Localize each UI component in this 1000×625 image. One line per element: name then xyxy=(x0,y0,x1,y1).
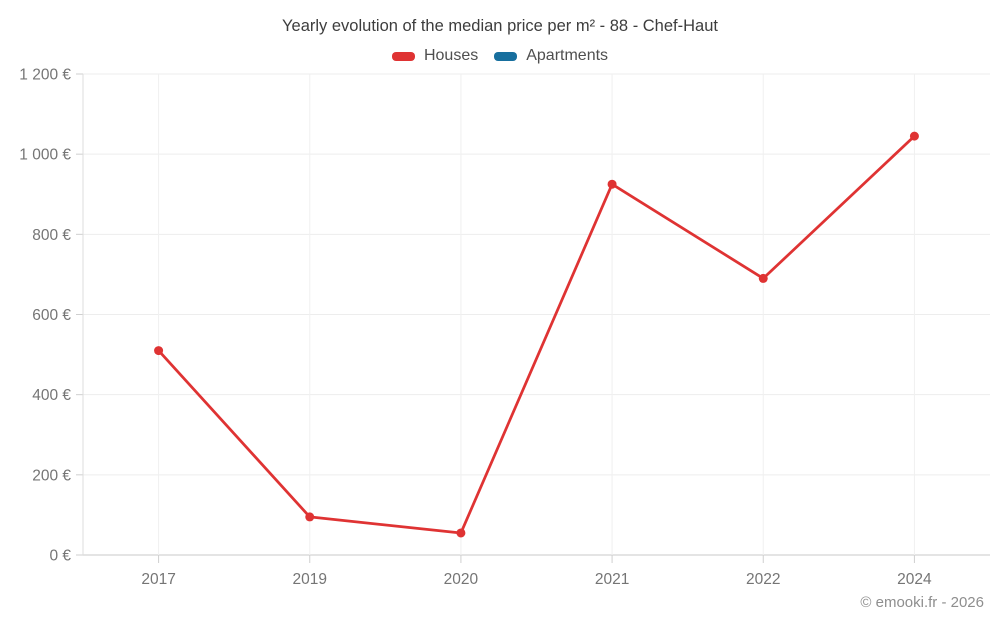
footer-credit: © emooki.fr - 2026 xyxy=(860,594,984,611)
svg-text:2024: 2024 xyxy=(897,571,932,588)
apartments-series-swatch-icon xyxy=(494,51,518,61)
svg-text:2017: 2017 xyxy=(141,571,175,588)
chart-title: Yearly evolution of the median price per… xyxy=(282,17,718,35)
svg-text:2021: 2021 xyxy=(595,571,629,588)
houses-series-swatch-icon xyxy=(391,51,415,61)
legend-item-apartments[interactable]: Apartments xyxy=(494,47,608,65)
svg-text:600 €: 600 € xyxy=(32,307,71,324)
legend-item-houses[interactable]: Houses xyxy=(391,47,479,65)
svg-text:400 €: 400 € xyxy=(32,387,71,404)
legend-label-apartments: Apartments xyxy=(526,47,609,64)
svg-text:0 €: 0 € xyxy=(49,548,71,565)
legend-label-houses: Houses xyxy=(423,47,479,64)
svg-text:200 €: 200 € xyxy=(32,467,71,484)
svg-text:800 €: 800 € xyxy=(32,227,71,244)
svg-text:1 200 €: 1 200 € xyxy=(19,67,71,84)
svg-text:2019: 2019 xyxy=(293,571,327,588)
svg-text:1 000 €: 1 000 € xyxy=(19,147,71,164)
chart-legend: Houses Apartments xyxy=(0,47,1000,65)
svg-text:2020: 2020 xyxy=(444,571,479,588)
svg-text:2022: 2022 xyxy=(746,571,780,588)
